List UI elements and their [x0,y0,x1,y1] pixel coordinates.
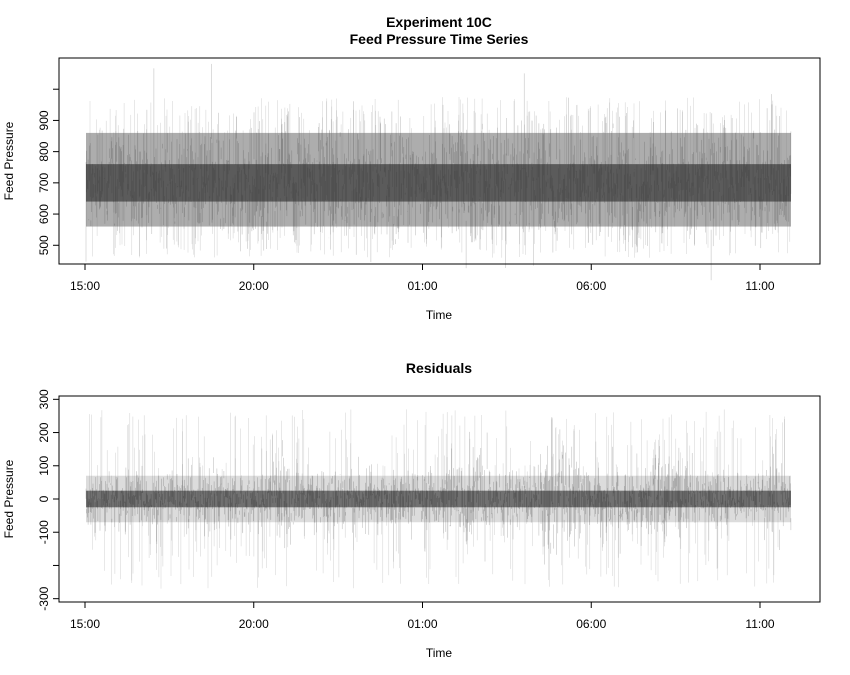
chart-2: Residuals 15:00 20:00 01:00 06:00 11:00 -300… [2,360,821,660]
x-tick-label: 11:00 [745,279,774,293]
y-tick-label: -100 [37,520,51,544]
chart-1-y-label: Feed Pressure [2,121,16,200]
y-tick-label: 200 [37,422,51,442]
chart-1-series [85,63,792,281]
y-tick-label: 500 [37,235,51,255]
y-tick-label: 300 [37,389,51,409]
x-tick-label: 15:00 [70,617,100,631]
x-tick-label: 06:00 [576,617,606,631]
chart-2-x-axis: 15:00 20:00 01:00 06:00 11:00 [70,601,775,631]
y-tick-label: 900 [37,110,51,130]
y-tick-label: 600 [37,204,51,224]
x-tick-label: 06:00 [576,279,606,293]
y-tick-label: 800 [37,141,51,161]
x-tick-label: 01:00 [407,279,437,293]
chart-2-series [85,409,792,589]
x-tick-label: 11:00 [745,617,774,631]
chart-1-x-axis: 15:00 20:00 01:00 06:00 11:00 [70,263,775,293]
chart-2-title: Residuals [406,360,472,376]
series-outliers [89,97,791,258]
series-traces [85,417,792,565]
chart-1-y-axis: 500 600 700 800 900 [37,88,60,255]
y-tick-label: 700 [37,173,51,193]
chart-2-y-label: Feed Pressure [2,459,16,538]
series-band-core [86,164,791,202]
series-band-core [86,490,791,508]
x-tick-label: 01:00 [407,617,437,631]
series-outliers [89,409,785,589]
y-tick-label: 0 [37,495,51,502]
chart-1-title: Experiment 10C [386,14,492,30]
chart-1-subtitle: Feed Pressure Time Series [350,31,529,47]
chart-2-y-axis: -300 -100 0 100 200 300 [37,389,60,611]
x-tick-label: 20:00 [239,617,269,631]
chart-1: Experiment 10C Feed Pressure Time Series… [2,14,821,322]
chart-2-x-label: Time [426,646,453,660]
chart-1-x-label: Time [426,308,453,322]
series-traces [85,63,792,281]
y-tick-label: 100 [37,455,51,475]
x-tick-label: 15:00 [70,279,100,293]
y-tick-label: -300 [37,586,51,610]
x-tick-label: 20:00 [239,279,269,293]
